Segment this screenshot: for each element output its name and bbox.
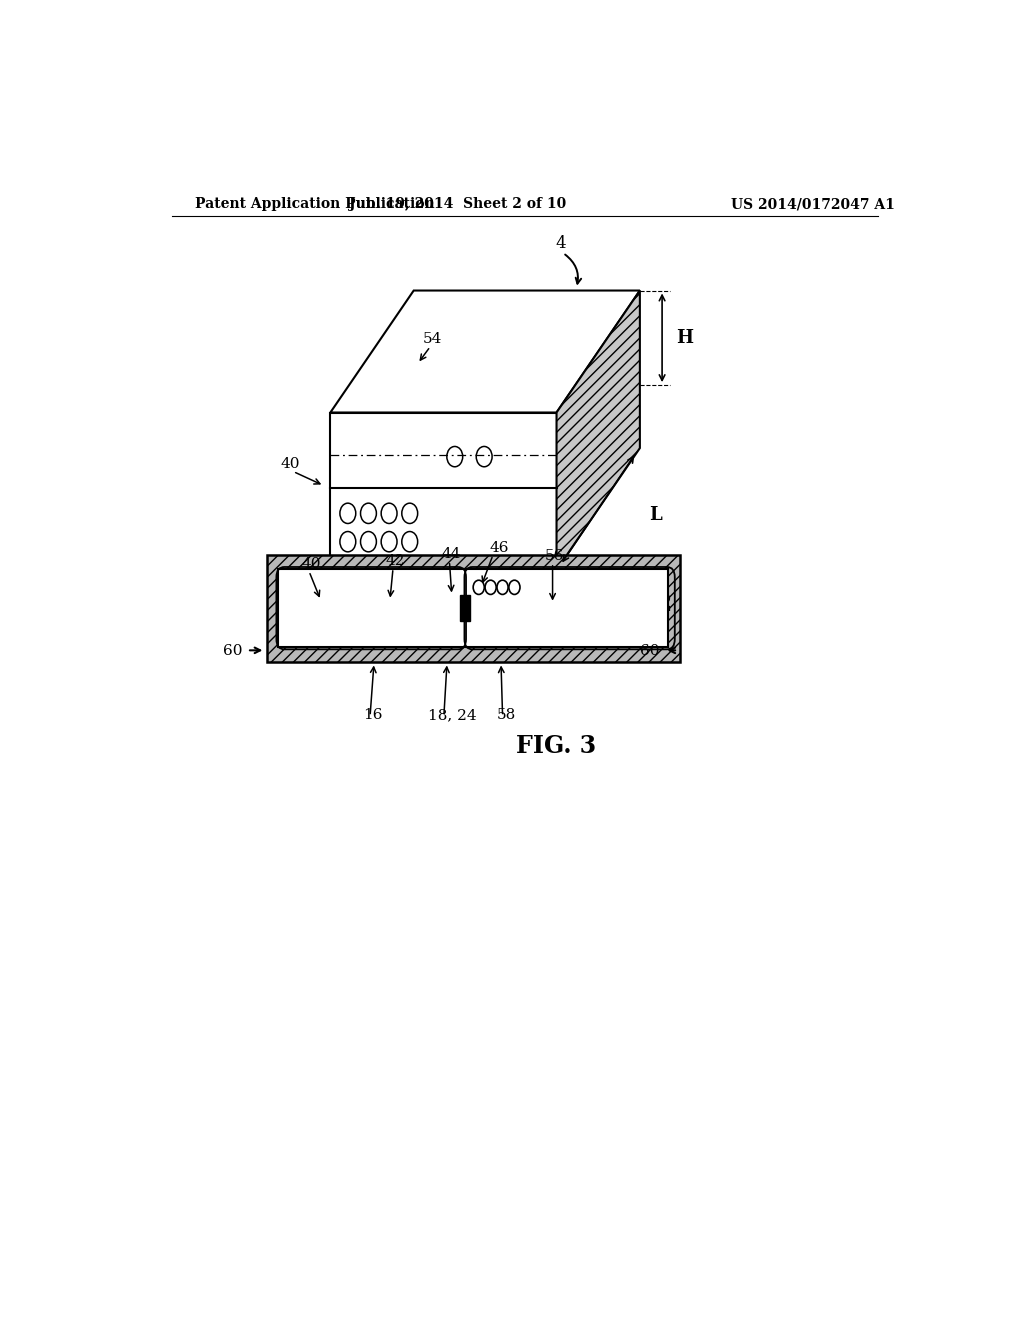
Text: 58: 58 <box>497 709 516 722</box>
Polygon shape <box>331 290 640 412</box>
Text: 4: 4 <box>555 235 566 252</box>
Text: 56: 56 <box>545 549 564 562</box>
Text: W: W <box>433 635 454 652</box>
Text: 52: 52 <box>440 598 459 611</box>
Text: Jun. 19, 2014  Sheet 2 of 10: Jun. 19, 2014 Sheet 2 of 10 <box>349 197 566 211</box>
Text: H: H <box>677 329 693 347</box>
Polygon shape <box>331 412 557 570</box>
Text: 44: 44 <box>441 546 461 561</box>
Text: 60: 60 <box>223 644 243 659</box>
Text: 54: 54 <box>423 333 442 346</box>
Text: L: L <box>649 506 663 524</box>
Text: FIG. 3: FIG. 3 <box>516 734 597 758</box>
Text: 50: 50 <box>401 598 421 611</box>
Text: 16: 16 <box>362 709 382 722</box>
Text: US 2014/0172047 A1: US 2014/0172047 A1 <box>731 197 895 211</box>
Text: 46: 46 <box>489 541 509 554</box>
Polygon shape <box>267 554 680 661</box>
Text: 42: 42 <box>386 554 406 568</box>
Polygon shape <box>557 290 640 570</box>
Text: 48: 48 <box>336 587 355 602</box>
Text: 40: 40 <box>281 458 300 471</box>
Text: 60: 60 <box>640 644 659 659</box>
Text: Patent Application Publication: Patent Application Publication <box>196 197 435 211</box>
Polygon shape <box>278 569 669 647</box>
Text: FIG. 2: FIG. 2 <box>592 591 672 615</box>
Text: 40: 40 <box>301 557 321 572</box>
Text: 18, 24: 18, 24 <box>428 709 476 722</box>
Bar <box>460 595 470 622</box>
